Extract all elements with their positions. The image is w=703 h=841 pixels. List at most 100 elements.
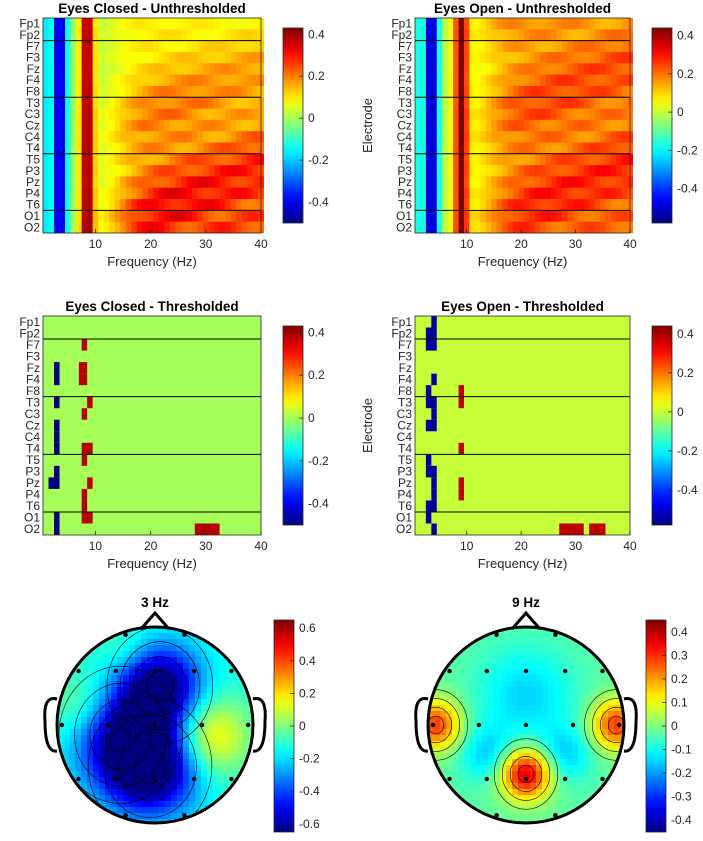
heatmap-cell <box>583 108 590 121</box>
heatmap-cell <box>453 51 459 64</box>
heatmap-cell <box>463 199 470 211</box>
heatmap-cell <box>431 153 438 166</box>
heatmap-cell <box>225 51 231 64</box>
heatmap-cell <box>496 165 503 177</box>
heatmap-cell <box>485 40 492 53</box>
heatmap-cell <box>523 51 530 64</box>
heatmap-cell <box>491 63 497 75</box>
heatmap-cell <box>583 153 590 166</box>
heatmap-cell <box>447 187 454 200</box>
heatmap-eyes-open-unthresholded: Fp1Fp2F7F3FzF4F8T3C3CzC4T4T5P3PzP4T6O1O2… <box>360 1 698 269</box>
heatmap-cell <box>496 119 503 132</box>
heatmap-cell <box>103 85 110 98</box>
heatmap-cell <box>496 29 503 41</box>
heatmap-cell <box>92 176 99 189</box>
heatmap-cell <box>164 74 171 87</box>
heatmap-cell <box>420 165 427 177</box>
electrode-tick-label: Cz <box>397 419 412 433</box>
heatmap-cell <box>186 165 193 177</box>
heatmap-cell <box>512 63 519 75</box>
electrode-marker <box>484 668 489 674</box>
heatmap-cell <box>103 97 110 109</box>
heatmap-cell <box>415 108 421 121</box>
heatmap-cell <box>567 18 574 30</box>
heatmap-cell <box>616 153 623 166</box>
heatmap-eyes-closed-unthresholded-title: Eyes Closed - Unthresholded <box>58 1 246 16</box>
heatmap-cell <box>225 18 231 30</box>
contour-line <box>118 731 182 801</box>
heatmap-cell <box>463 18 470 30</box>
heatmap-cell <box>175 221 182 234</box>
heatmap-cell <box>192 51 198 64</box>
heatmap-cell <box>98 187 105 200</box>
heatmap-cell <box>594 131 601 143</box>
heatmap-cell <box>458 119 465 132</box>
heatmap-cell <box>175 18 182 30</box>
electrode-tick-label: Pz <box>26 476 40 490</box>
heatmap-cell <box>131 97 138 109</box>
heatmap-cell <box>241 187 248 200</box>
heatmap-eyes-open-thresholded-xlabel: Frequency (Hz) <box>478 556 568 571</box>
heatmap-cell <box>496 63 503 75</box>
heatmap-cell <box>556 29 563 41</box>
heatmap-cell <box>252 187 259 200</box>
significant-cell <box>431 316 437 328</box>
heatmap-cell <box>545 221 552 234</box>
heatmap-cell <box>436 153 443 166</box>
heatmap-cell <box>203 199 209 211</box>
heatmap-cell <box>594 187 601 200</box>
significant-cell <box>54 442 60 455</box>
heatmap-cell <box>518 40 525 53</box>
heatmap-cell <box>610 119 617 132</box>
heatmap-cell <box>442 187 448 200</box>
heatmap-cell <box>131 63 138 75</box>
heatmap-cell <box>420 18 427 30</box>
contour-line <box>74 683 168 787</box>
heatmap-cell <box>109 29 116 41</box>
heatmap-cell <box>125 187 132 200</box>
heatmap-cell <box>458 97 465 109</box>
heatmap-eyes-closed-unthresholded-colorbar-tick: 0.2 <box>308 69 325 83</box>
heatmap-cell <box>491 97 497 109</box>
heatmap-cell <box>540 153 546 166</box>
heatmap-cell <box>485 221 492 234</box>
heatmap-cell <box>164 29 171 41</box>
electrode-marker <box>182 812 187 818</box>
electrode-tick-label: T4 <box>26 442 40 456</box>
heatmap-cell <box>534 63 541 75</box>
heatmap-cell <box>81 97 88 109</box>
heatmap-cell <box>230 187 237 200</box>
heatmap-cell <box>610 63 617 75</box>
heatmap-cell <box>236 153 242 166</box>
heatmap-cell <box>92 51 99 64</box>
heatmap-cell <box>54 18 60 30</box>
heatmap-cell <box>540 187 546 200</box>
heatmap-cell <box>415 210 421 222</box>
heatmap-cell <box>567 63 574 75</box>
heatmap-cell <box>192 131 198 143</box>
heatmap-cell <box>425 29 432 41</box>
heatmap-cell <box>241 108 248 121</box>
heatmap-cell <box>442 18 448 30</box>
heatmap-cell <box>420 85 427 98</box>
heatmap-cell <box>572 142 579 155</box>
electrode-marker <box>59 722 65 728</box>
heatmap-cell <box>458 51 465 64</box>
heatmap-cell <box>447 51 454 64</box>
heatmap-cell <box>59 187 66 200</box>
topomap-3hz-left-ear <box>43 696 58 753</box>
heatmap-cell <box>87 40 93 53</box>
heatmap-cell <box>197 40 204 53</box>
heatmap-cell <box>114 18 121 30</box>
heatmap-cell <box>480 119 487 132</box>
heatmap-cell <box>556 119 563 132</box>
heatmap-cell <box>583 131 590 143</box>
heatmap-cell <box>594 40 601 53</box>
heatmap-cell <box>485 63 492 75</box>
heatmap-cell <box>59 29 66 41</box>
heatmap-cell <box>219 63 226 75</box>
heatmap-cell <box>463 131 470 143</box>
topomap-9hz-colorbar-tick: -0.4 <box>671 813 692 827</box>
heatmap-cell <box>43 176 49 189</box>
heatmap-cell <box>147 221 154 234</box>
